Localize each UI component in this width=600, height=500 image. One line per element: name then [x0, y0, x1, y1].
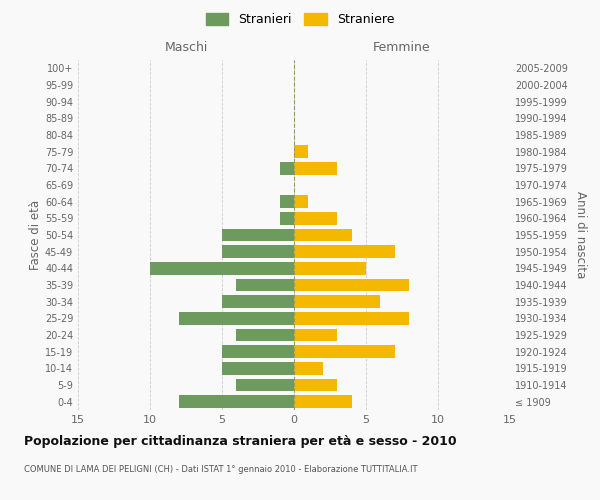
Bar [150, 262, 294, 274]
Bar [294, 162, 337, 174]
Bar [236, 329, 294, 341]
Text: Femmine: Femmine [373, 41, 431, 54]
Y-axis label: Fasce di età: Fasce di età [29, 200, 42, 270]
Bar [294, 346, 395, 358]
Bar [236, 379, 294, 391]
Bar [294, 362, 323, 374]
Bar [294, 312, 409, 324]
Bar [179, 312, 294, 324]
Bar [236, 279, 294, 291]
Bar [294, 296, 380, 308]
Text: COMUNE DI LAMA DEI PELIGNI (CH) - Dati ISTAT 1° gennaio 2010 - Elaborazione TUTT: COMUNE DI LAMA DEI PELIGNI (CH) - Dati I… [24, 465, 418, 474]
Bar [294, 279, 409, 291]
Y-axis label: Anni di nascita: Anni di nascita [574, 192, 587, 278]
Bar [222, 346, 294, 358]
Legend: Stranieri, Straniere: Stranieri, Straniere [202, 8, 398, 30]
Bar [294, 229, 352, 241]
Bar [280, 162, 294, 174]
Bar [280, 196, 294, 208]
Bar [294, 146, 308, 158]
Text: Maschi: Maschi [164, 41, 208, 54]
Bar [294, 329, 337, 341]
Bar [222, 362, 294, 374]
Bar [294, 396, 352, 408]
Bar [222, 246, 294, 258]
Bar [294, 212, 337, 224]
Text: Popolazione per cittadinanza straniera per età e sesso - 2010: Popolazione per cittadinanza straniera p… [24, 435, 457, 448]
Bar [294, 246, 395, 258]
Bar [222, 229, 294, 241]
Bar [179, 396, 294, 408]
Bar [222, 296, 294, 308]
Bar [294, 379, 337, 391]
Bar [280, 212, 294, 224]
Bar [294, 262, 366, 274]
Bar [294, 196, 308, 208]
